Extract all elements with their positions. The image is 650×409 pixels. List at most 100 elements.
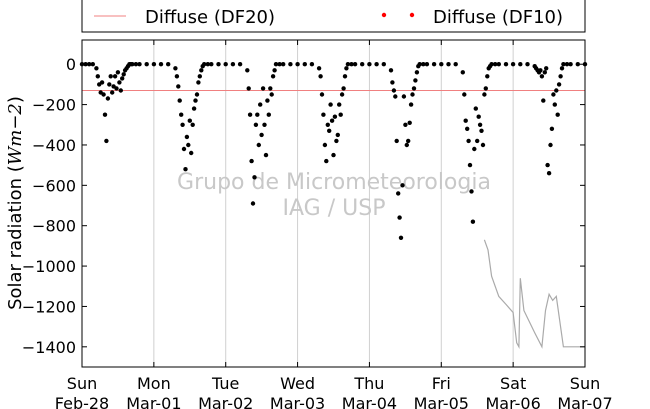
data-point — [194, 92, 200, 97]
y-tick-label: −1400 — [22, 338, 76, 357]
data-point — [476, 114, 481, 119]
data-point — [202, 61, 207, 67]
data-point — [302, 61, 307, 67]
data-point — [539, 74, 545, 79]
data-point — [410, 92, 415, 97]
data-point — [349, 61, 354, 67]
data-point — [561, 61, 566, 67]
data-point — [316, 66, 322, 71]
data-point — [269, 92, 274, 97]
x-tick-label-date: Mar-04 — [342, 394, 397, 409]
data-point — [249, 158, 254, 164]
data-point — [334, 138, 339, 144]
x-tick-label-date: Mar-01 — [126, 394, 181, 409]
data-point — [108, 74, 113, 79]
data-point — [104, 138, 109, 144]
data-point — [342, 74, 348, 79]
legend-label-df10: Diffuse (DF10) — [433, 7, 563, 28]
legend-box — [81, 0, 586, 33]
data-point — [318, 74, 323, 79]
data-point — [186, 142, 191, 148]
data-point — [237, 61, 243, 67]
data-point — [205, 61, 210, 67]
data-point — [95, 74, 101, 79]
data-point — [328, 102, 333, 107]
data-point — [277, 61, 282, 67]
data-point — [158, 61, 164, 67]
data-point — [542, 70, 547, 75]
legend-swatch-df10-dot-2 — [409, 12, 415, 18]
data-point — [462, 92, 467, 97]
data-point — [335, 132, 340, 138]
data-point — [352, 61, 358, 67]
data-point — [130, 61, 135, 67]
data-point — [381, 61, 386, 67]
data-point — [190, 122, 195, 128]
data-point — [272, 68, 277, 73]
data-point — [403, 122, 408, 128]
data-point — [518, 61, 523, 67]
data-point — [483, 86, 488, 91]
data-point — [473, 106, 478, 111]
data-point — [246, 86, 251, 91]
data-point — [388, 68, 394, 73]
data-point — [413, 78, 418, 83]
data-point — [341, 86, 346, 91]
data-point — [555, 112, 560, 117]
data-point — [575, 61, 580, 67]
data-point — [256, 142, 261, 148]
data-point — [110, 90, 115, 95]
data-point — [401, 94, 407, 99]
data-point — [496, 61, 501, 67]
data-point — [166, 61, 171, 67]
data-point — [133, 61, 139, 67]
data-point — [470, 219, 476, 224]
data-point — [339, 92, 345, 97]
data-point — [250, 201, 256, 206]
watermark: Grupo de Micrometeorologia IAG / USP — [177, 170, 491, 221]
data-point — [295, 61, 300, 67]
data-point — [101, 92, 106, 97]
x-tick-label-date: Mar-03 — [270, 394, 325, 409]
data-point — [151, 61, 157, 67]
x-tick-label-day: Fri — [432, 374, 451, 393]
data-point — [554, 88, 559, 93]
data-point — [144, 61, 149, 67]
data-point — [466, 138, 471, 144]
data-point — [407, 120, 412, 126]
data-point — [176, 84, 181, 89]
data-point — [460, 70, 465, 75]
data-point — [319, 92, 325, 97]
data-point — [266, 112, 271, 117]
legend: Diffuse (DF20) Diffuse (DF10) — [81, 0, 586, 33]
data-point — [259, 132, 264, 138]
data-point — [184, 134, 190, 140]
data-point — [453, 61, 458, 67]
x-tick-label-day: Sun — [570, 374, 600, 393]
x-tick-label-day: Sat — [500, 374, 526, 393]
data-point — [360, 61, 365, 67]
data-point — [398, 235, 404, 240]
data-point — [112, 74, 118, 79]
y-tick-label: 0 — [66, 55, 76, 74]
data-point — [273, 61, 279, 67]
legend-label-df20: Diffuse (DF20) — [145, 7, 275, 28]
data-point — [424, 61, 430, 67]
data-point — [255, 112, 260, 117]
data-point — [345, 61, 351, 67]
data-point — [331, 152, 336, 158]
y-axis-label-text: Solar radiation ( — [5, 165, 26, 310]
data-point — [475, 138, 480, 144]
data-point — [541, 98, 546, 103]
data-point — [391, 88, 397, 93]
data-point — [223, 61, 228, 67]
data-point — [321, 112, 326, 117]
data-point — [121, 72, 126, 77]
data-point — [173, 66, 178, 71]
data-point — [548, 142, 553, 148]
data-point — [247, 112, 253, 117]
data-point — [105, 96, 111, 101]
data-point — [332, 114, 338, 119]
data-point — [183, 167, 188, 172]
data-point — [538, 68, 543, 73]
